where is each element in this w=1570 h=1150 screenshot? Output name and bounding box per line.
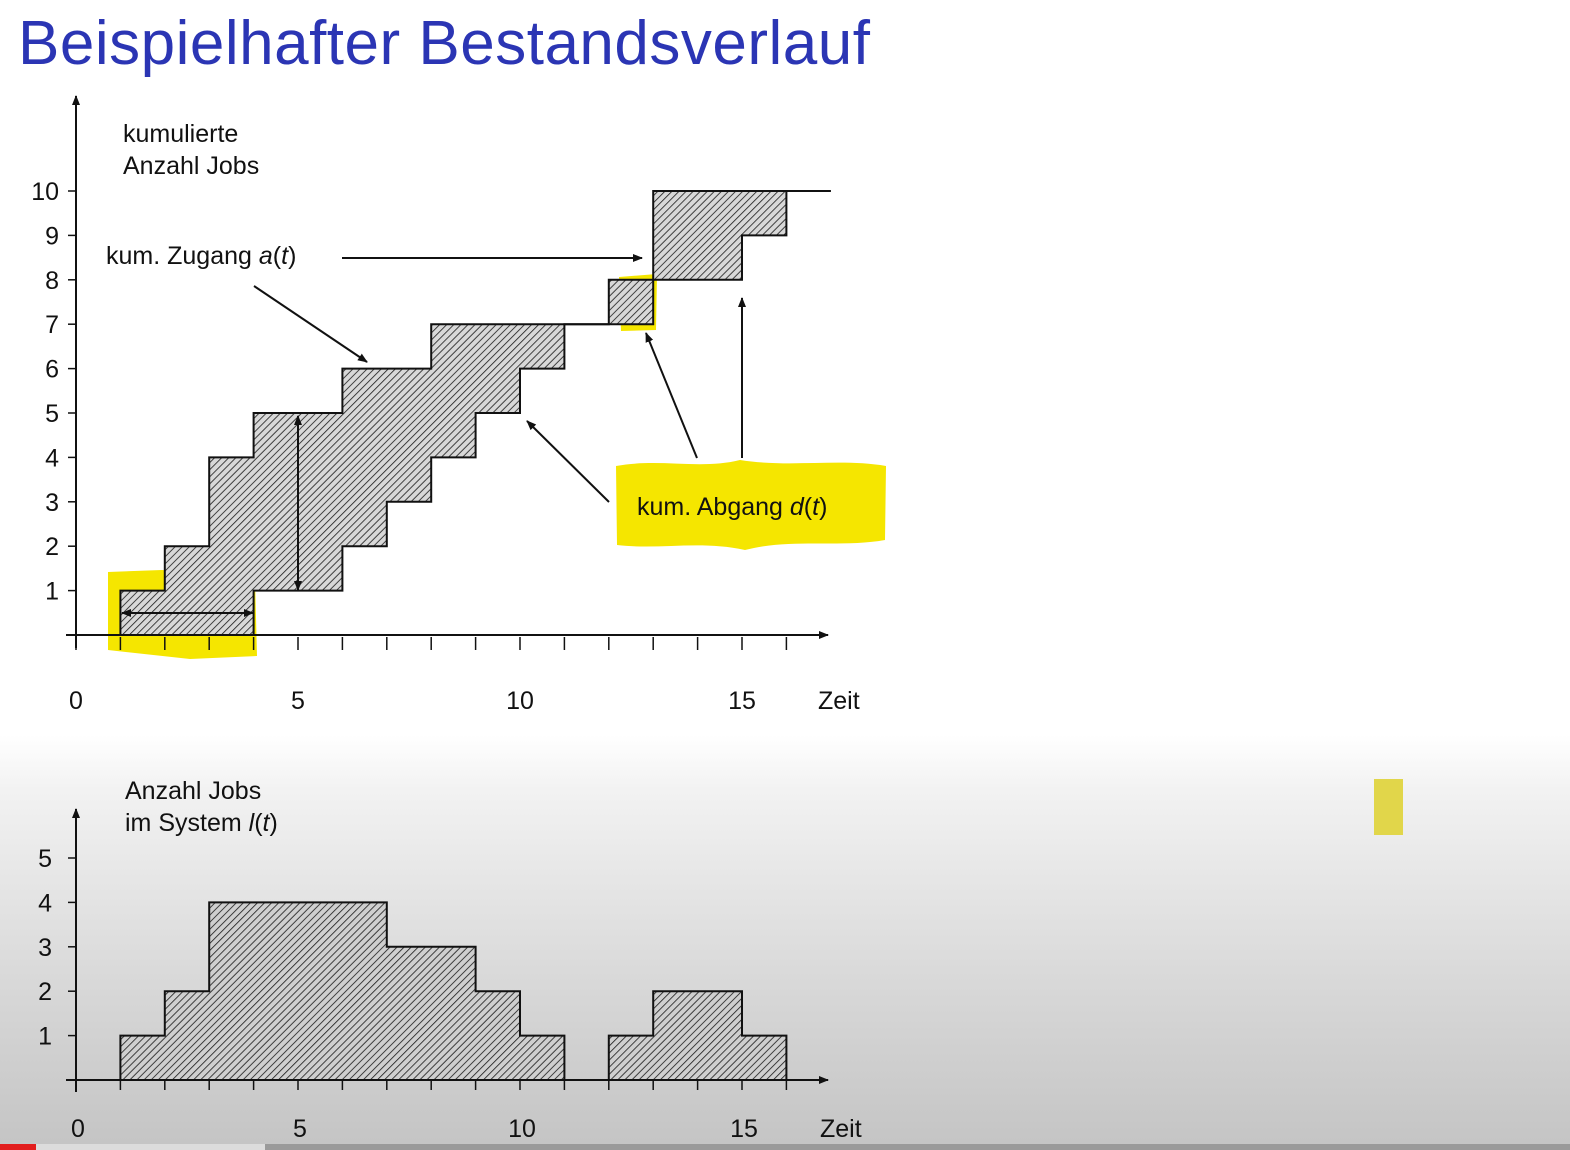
y-tick-label: 10: [31, 178, 59, 206]
label-kum-zugang-var: a: [259, 242, 273, 270]
y-tick-label-bottom: 2: [38, 978, 52, 1006]
y-ticks: 1 2 3 4 5 6 7 8 9 10: [31, 178, 76, 606]
video-progress-bar[interactable]: [0, 1144, 1570, 1150]
y-tick-label: 5: [45, 400, 59, 428]
label-kum-zugang-open-paren: (: [273, 242, 282, 270]
y-tick-label: 3: [45, 489, 59, 517]
x-ticks-bottom: 0 5 10 15: [71, 1080, 788, 1143]
y-axis-label-bottom-line2: im System l(t): [125, 809, 278, 837]
y-axis-label-line1: kumulierte: [123, 120, 238, 148]
x-tick-label-bottom: 10: [508, 1115, 536, 1143]
inventory-area: [76, 191, 831, 635]
y-tick-label: 7: [45, 311, 59, 339]
x-ticks: 0 5 10 15: [69, 637, 788, 715]
label-kum-abgang-var: d: [790, 493, 805, 521]
step-line-abgang: [76, 190, 831, 636]
highlight-marker-swatch: [1374, 779, 1403, 835]
y-tick-label-bottom: 3: [38, 934, 52, 962]
x-tick-label-bottom: 0: [71, 1115, 85, 1143]
label-kum-abgang-arg: t: [812, 493, 820, 521]
y-tick-label: 4: [45, 444, 59, 472]
y-axis-label-bottom-arg: t: [263, 809, 271, 837]
y-ticks-bottom: 1 2 3 4 5: [38, 845, 76, 1051]
label-kum-abgang-close-paren: ): [819, 493, 827, 521]
step-line-zugang: [76, 190, 831, 636]
label-kum-abgang-open-paren: (: [804, 493, 813, 521]
slide-title: Beispielhafter Bestandsverlauf: [18, 9, 871, 78]
x-tick-label: 15: [728, 687, 756, 715]
y-axis-label-bottom-line1: Anzahl Jobs: [125, 777, 261, 805]
x-axis-label-bottom: Zeit: [820, 1115, 862, 1143]
y-axis-label-bottom-open-paren: (: [254, 809, 263, 837]
zugang-arrow-diagonal: [253, 285, 368, 363]
label-kum-abgang-text: kum. Abgang: [637, 493, 783, 521]
x-tick-label-bottom: 5: [293, 1115, 307, 1143]
label-kum-zugang-arg: t: [281, 242, 289, 270]
y-tick-label: 6: [45, 356, 59, 384]
y-tick-label: 2: [45, 533, 59, 561]
video-progress-played: [0, 1144, 36, 1150]
abgang-arrow-middle: [645, 332, 698, 459]
y-tick-label-bottom: 5: [38, 845, 52, 873]
video-progress-buffered: [0, 1144, 265, 1150]
step-outline: [76, 190, 831, 636]
y-axis-label-bottom-text: im System: [125, 809, 242, 837]
y-axis-label-bottom-var: l: [249, 809, 256, 837]
label-kum-zugang-text: kum. Zugang: [106, 242, 252, 270]
y-tick-label: 8: [45, 267, 59, 295]
x-tick-label: 10: [506, 687, 534, 715]
x-tick-label: 0: [69, 687, 83, 715]
x-axis-label: Zeit: [818, 687, 860, 715]
label-kum-abgang: kum. Abgang d(t): [637, 493, 827, 521]
y-axis-label-line2: Anzahl Jobs: [123, 152, 259, 180]
y-tick-label-bottom: 4: [38, 889, 52, 917]
y-tick-label: 9: [45, 222, 59, 250]
jobs-in-system-area: [119, 901, 788, 1081]
abgang-arrow-left: [526, 420, 610, 503]
highlight-abgang-label: [616, 460, 886, 550]
y-axis-label-bottom-close-paren: ): [269, 809, 277, 837]
x-tick-label-bottom: 15: [730, 1115, 758, 1143]
x-tick-label: 5: [291, 687, 305, 715]
label-kum-zugang: kum. Zugang a(t): [106, 242, 296, 270]
y-tick-label: 1: [45, 578, 59, 606]
y-tick-label-bottom: 1: [38, 1023, 52, 1051]
label-kum-zugang-close-paren: ): [288, 242, 296, 270]
